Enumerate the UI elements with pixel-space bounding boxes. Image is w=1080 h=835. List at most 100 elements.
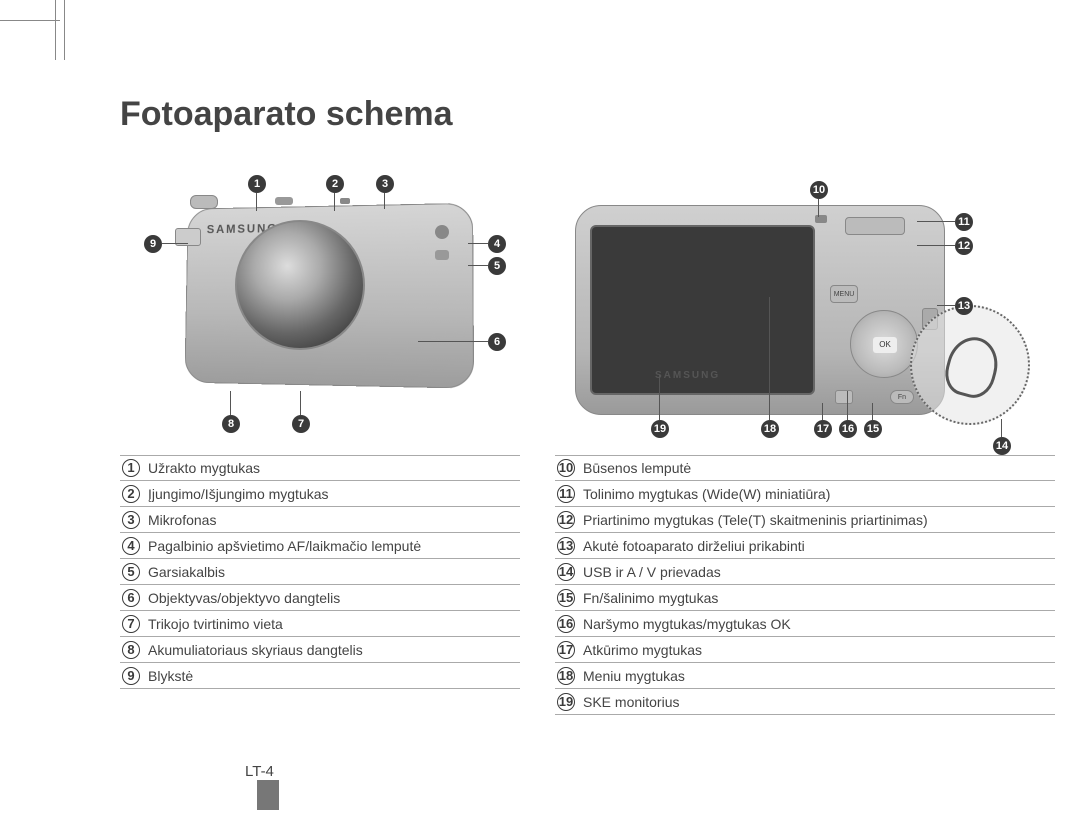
legend-number: 5 [120,561,142,583]
callout-badge-9: 9 [144,235,162,253]
callout-badge-13: 13 [955,297,973,315]
figure-camera-back: SAMSUNG MENU OK Fn 10111213141516171819 [555,175,1035,460]
legend-number: 2 [120,483,142,505]
callout-leader-15 [872,403,873,420]
callout-badge-1: 1 [248,175,266,193]
legend-label: Pagalbinio apšvietimo AF/laikmačio lempu… [142,538,421,554]
legend-number: 8 [120,639,142,661]
callout-leader-7 [300,391,301,415]
callout-leader-9 [162,243,188,244]
camera-af-lamp [435,225,449,239]
camera-shutter [190,195,218,209]
callout-badge-16: 16 [839,420,857,438]
brand-logo-back: SAMSUNG [655,370,720,381]
legend-label: Naršymo mygtukas/mygtukas OK [577,616,791,632]
legend-number: 1 [120,457,142,479]
page-number: LT-4 [245,763,274,780]
legend-row: 11Tolinimo mygtukas (Wide(W) miniatiūra) [555,481,1055,507]
legend-number: 18 [555,665,577,687]
legend-row: 8Akumuliatoriaus skyriaus dangtelis [120,637,520,663]
callout-leader-2 [334,193,335,211]
camera-microphone [340,198,350,204]
legend-number: 10 [555,457,577,479]
legend-label: Priartinimo mygtukas (Tele(T) skaitmenin… [577,512,928,528]
callout-badge-7: 7 [292,415,310,433]
legend-row: 12Priartinimo mygtukas (Tele(T) skaitmen… [555,507,1055,533]
legend-number: 15 [555,587,577,609]
legend-row: 19SKE monitorius [555,689,1055,715]
camera-menu-button: MENU [830,285,858,303]
camera-speaker [435,250,449,260]
callout-leader-6 [418,341,488,342]
legend-label: Objektyvas/objektyvo dangtelis [142,590,340,606]
callout-leader-17 [822,403,823,420]
callout-leader-18 [769,297,770,420]
legend-label: Trikojo tvirtinimo vieta [142,616,283,632]
camera-power-button [275,197,293,205]
crop-marks-v [55,0,65,60]
callout-leader-10 [818,199,819,217]
callout-leader-4 [468,243,488,244]
legend-label: USB ir A / V prievadas [577,564,721,580]
strap-inset [910,305,1030,425]
callout-leader-19 [659,375,660,420]
legend-row: 4Pagalbinio apšvietimo AF/laikmačio lemp… [120,533,520,559]
legend-number: 9 [120,665,142,687]
callout-badge-19: 19 [651,420,669,438]
legend-label: Mikrofonas [142,512,216,528]
legend-label: Meniu mygtukas [577,668,685,684]
legend-label: SKE monitorius [577,694,679,710]
legend-label: Užrakto mygtukas [142,460,260,476]
callout-leader-11 [917,221,955,222]
legend-row: 14USB ir A / V prievadas [555,559,1055,585]
legend-row: 10Būsenos lemputė [555,455,1055,481]
legend-number: 12 [555,509,577,531]
callout-leader-5 [468,265,488,266]
legend-label: Atkūrimo mygtukas [577,642,702,658]
callout-badge-4: 4 [488,235,506,253]
camera-lens [235,220,365,350]
callout-leader-14 [1001,419,1002,437]
legend-label: Akumuliatoriaus skyriaus dangtelis [142,642,363,658]
callout-badge-5: 5 [488,257,506,275]
legend-number: 16 [555,613,577,635]
legend-number: 11 [555,483,577,505]
camera-playback-button [835,390,853,404]
camera-fn-button: Fn [890,390,914,404]
callout-badge-3: 3 [376,175,394,193]
legend-front: 1Užrakto mygtukas2Įjungimo/Išjungimo myg… [120,455,520,689]
legend-row: 2Įjungimo/Išjungimo mygtukas [120,481,520,507]
legend-number: 19 [555,691,577,713]
callout-badge-18: 18 [761,420,779,438]
legend-row: 6Objektyvas/objektyvo dangtelis [120,585,520,611]
callout-badge-10: 10 [810,181,828,199]
legend-label: Blykstė [142,668,193,684]
callout-badge-14: 14 [993,437,1011,455]
legend-number: 17 [555,639,577,661]
callout-leader-16 [847,391,848,420]
callout-badge-2: 2 [326,175,344,193]
legend-row: 1Užrakto mygtukas [120,455,520,481]
crop-marks-h [0,20,60,21]
legend-row: 16Naršymo mygtukas/mygtukas OK [555,611,1055,637]
legend-row: 17Atkūrimo mygtukas [555,637,1055,663]
legend-number: 13 [555,535,577,557]
legend-label: Tolinimo mygtukas (Wide(W) miniatiūra) [577,486,830,502]
callout-badge-6: 6 [488,333,506,351]
legend-number: 3 [120,509,142,531]
legend-label: Būsenos lemputė [577,460,691,476]
callout-leader-13 [937,305,955,306]
strap-icon [940,332,1004,403]
camera-status-led [815,215,827,223]
legend-back: 10Būsenos lemputė11Tolinimo mygtukas (Wi… [555,455,1055,715]
legend-row: 7Trikojo tvirtinimo vieta [120,611,520,637]
callout-badge-8: 8 [222,415,240,433]
legend-label: Įjungimo/Išjungimo mygtukas [142,486,329,502]
legend-number: 4 [120,535,142,557]
legend-row: 13Akutė fotoaparato dirželiui prikabinti [555,533,1055,559]
callout-badge-12: 12 [955,237,973,255]
legend-number: 6 [120,587,142,609]
callout-leader-8 [230,391,231,415]
legend-row: 3Mikrofonas [120,507,520,533]
page-title: Fotoaparato schema [120,95,453,134]
